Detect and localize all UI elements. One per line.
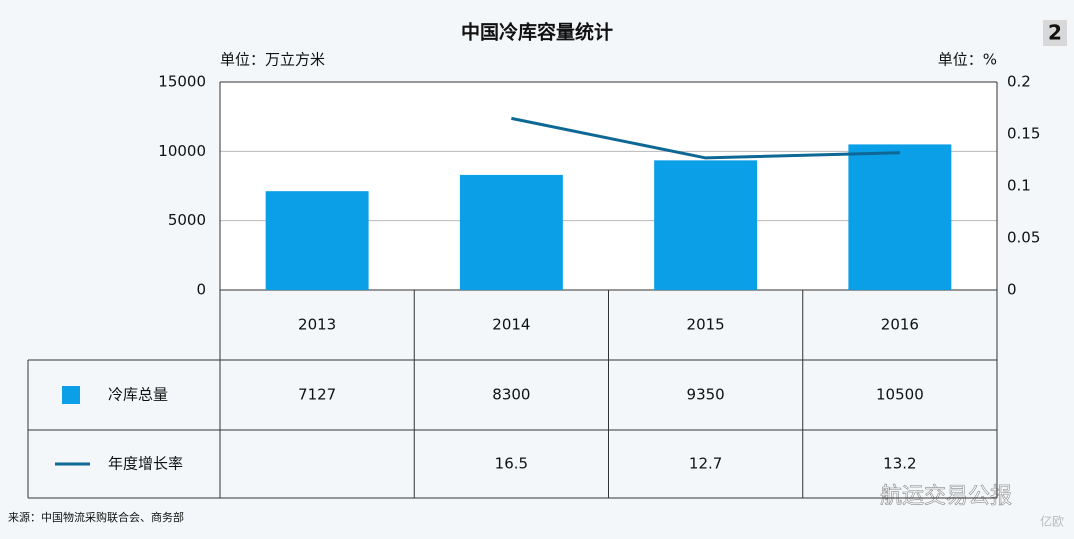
table-value: 10500 (876, 386, 924, 404)
x-tick-label: 2013 (298, 316, 336, 334)
table-value: 7127 (298, 386, 336, 404)
table-value: 8300 (492, 386, 530, 404)
watermark: 航运交易公报 (880, 484, 1012, 509)
source: 来源：中国物流采购联合会、商务部 (8, 510, 184, 524)
badge: 2 (1048, 21, 1062, 45)
y-tick-label: 15000 (158, 73, 206, 91)
y-tick-label: 10000 (158, 142, 206, 160)
table-value: 16.5 (495, 455, 528, 473)
bar (654, 160, 758, 290)
table-value: 9350 (687, 386, 725, 404)
y-tick-label: 5000 (168, 211, 206, 229)
line (511, 116, 900, 160)
chart-title: 中国冷库容量统计 (461, 21, 613, 44)
legend-label: 年度增长率 (108, 455, 183, 473)
x-tick-label: 2016 (881, 316, 919, 334)
bar (848, 144, 952, 290)
y2-tick-label: 0.15 (1007, 125, 1040, 143)
y2-tick-label: 0.1 (1007, 177, 1031, 195)
table-value: 12.7 (689, 455, 722, 473)
legend-label: 冷库总量 (108, 386, 168, 404)
x-tick-label: 2015 (687, 316, 725, 334)
legend-swatch (62, 386, 80, 404)
y2-axis-label: 单位：% (938, 51, 997, 69)
table-value: 13.2 (883, 455, 916, 473)
x-tick-label: 2014 (492, 316, 530, 334)
watermark-logo: 亿欧 (1040, 514, 1064, 529)
badge-box (1043, 20, 1067, 46)
bar (459, 174, 563, 290)
bar (265, 191, 369, 290)
y2-tick-label: 0.2 (1007, 73, 1031, 91)
y-axis-label: 单位：万立方米 (220, 51, 325, 69)
y2-tick-label: 0.05 (1007, 229, 1040, 247)
y2-tick-label: 0 (1007, 281, 1017, 299)
y-tick-label: 0 (196, 281, 206, 299)
